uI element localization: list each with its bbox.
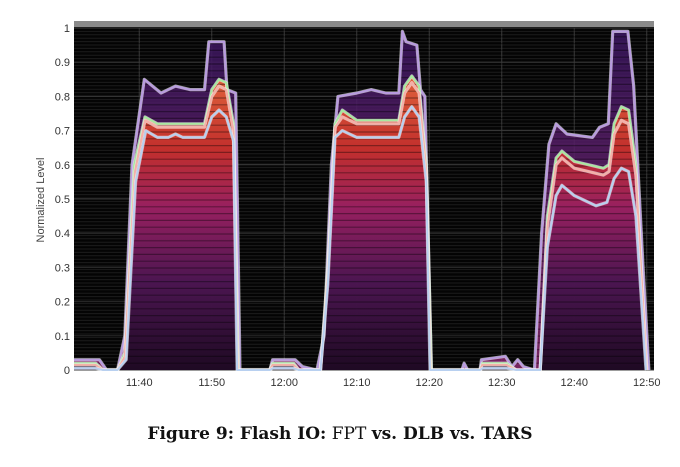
x-tick-label: 11:40 [126,377,153,389]
y-tick-label: 0.7 [55,126,70,138]
x-tick-label: 12:20 [415,377,443,389]
series-line-p-mid [74,81,648,371]
series-line-p-high [74,74,648,371]
heatmap-chart: 11:40 11:50 12:00 12:10 12:20 12:30 12:40 12:50… [35,21,661,389]
x-tick-label: 12:30 [488,377,516,389]
y-tick-label: 1 [64,23,70,35]
y-tick-label: 0.6 [55,160,70,172]
caption-prefix: Figure 9: Flash IO: [147,424,327,444]
y-axis-label: Normalized Level [35,158,47,243]
plot-top-bar [74,21,654,27]
caption-fpt: FPT [331,424,367,444]
y-tick-label: 0.3 [55,262,70,274]
y-tick-label: 0.1 [55,331,70,343]
y-tick-label: 0.5 [55,194,70,206]
heat-density-core [74,75,647,371]
caption-rest: vs. DLB vs. TARS [371,424,533,444]
y-tick-label: 0 [64,365,70,377]
x-tick-label: 12:10 [343,377,371,389]
series-line-p-low [74,105,647,371]
series-line-max [74,30,650,371]
x-tick-label: 12:00 [270,377,298,389]
y-tick-label: 0.9 [55,57,70,69]
x-tick-label: 12:50 [633,377,661,389]
figure-caption: Figure 9: Flash IO: FPT vs. DLB vs. TARS [0,424,680,444]
x-tick-label: 11:50 [198,377,225,389]
y-tick-label: 0.2 [55,297,70,309]
y-tick-label: 0.8 [55,91,70,103]
x-tick-label: 12:40 [560,377,588,389]
y-tick-label: 0.4 [55,228,70,240]
